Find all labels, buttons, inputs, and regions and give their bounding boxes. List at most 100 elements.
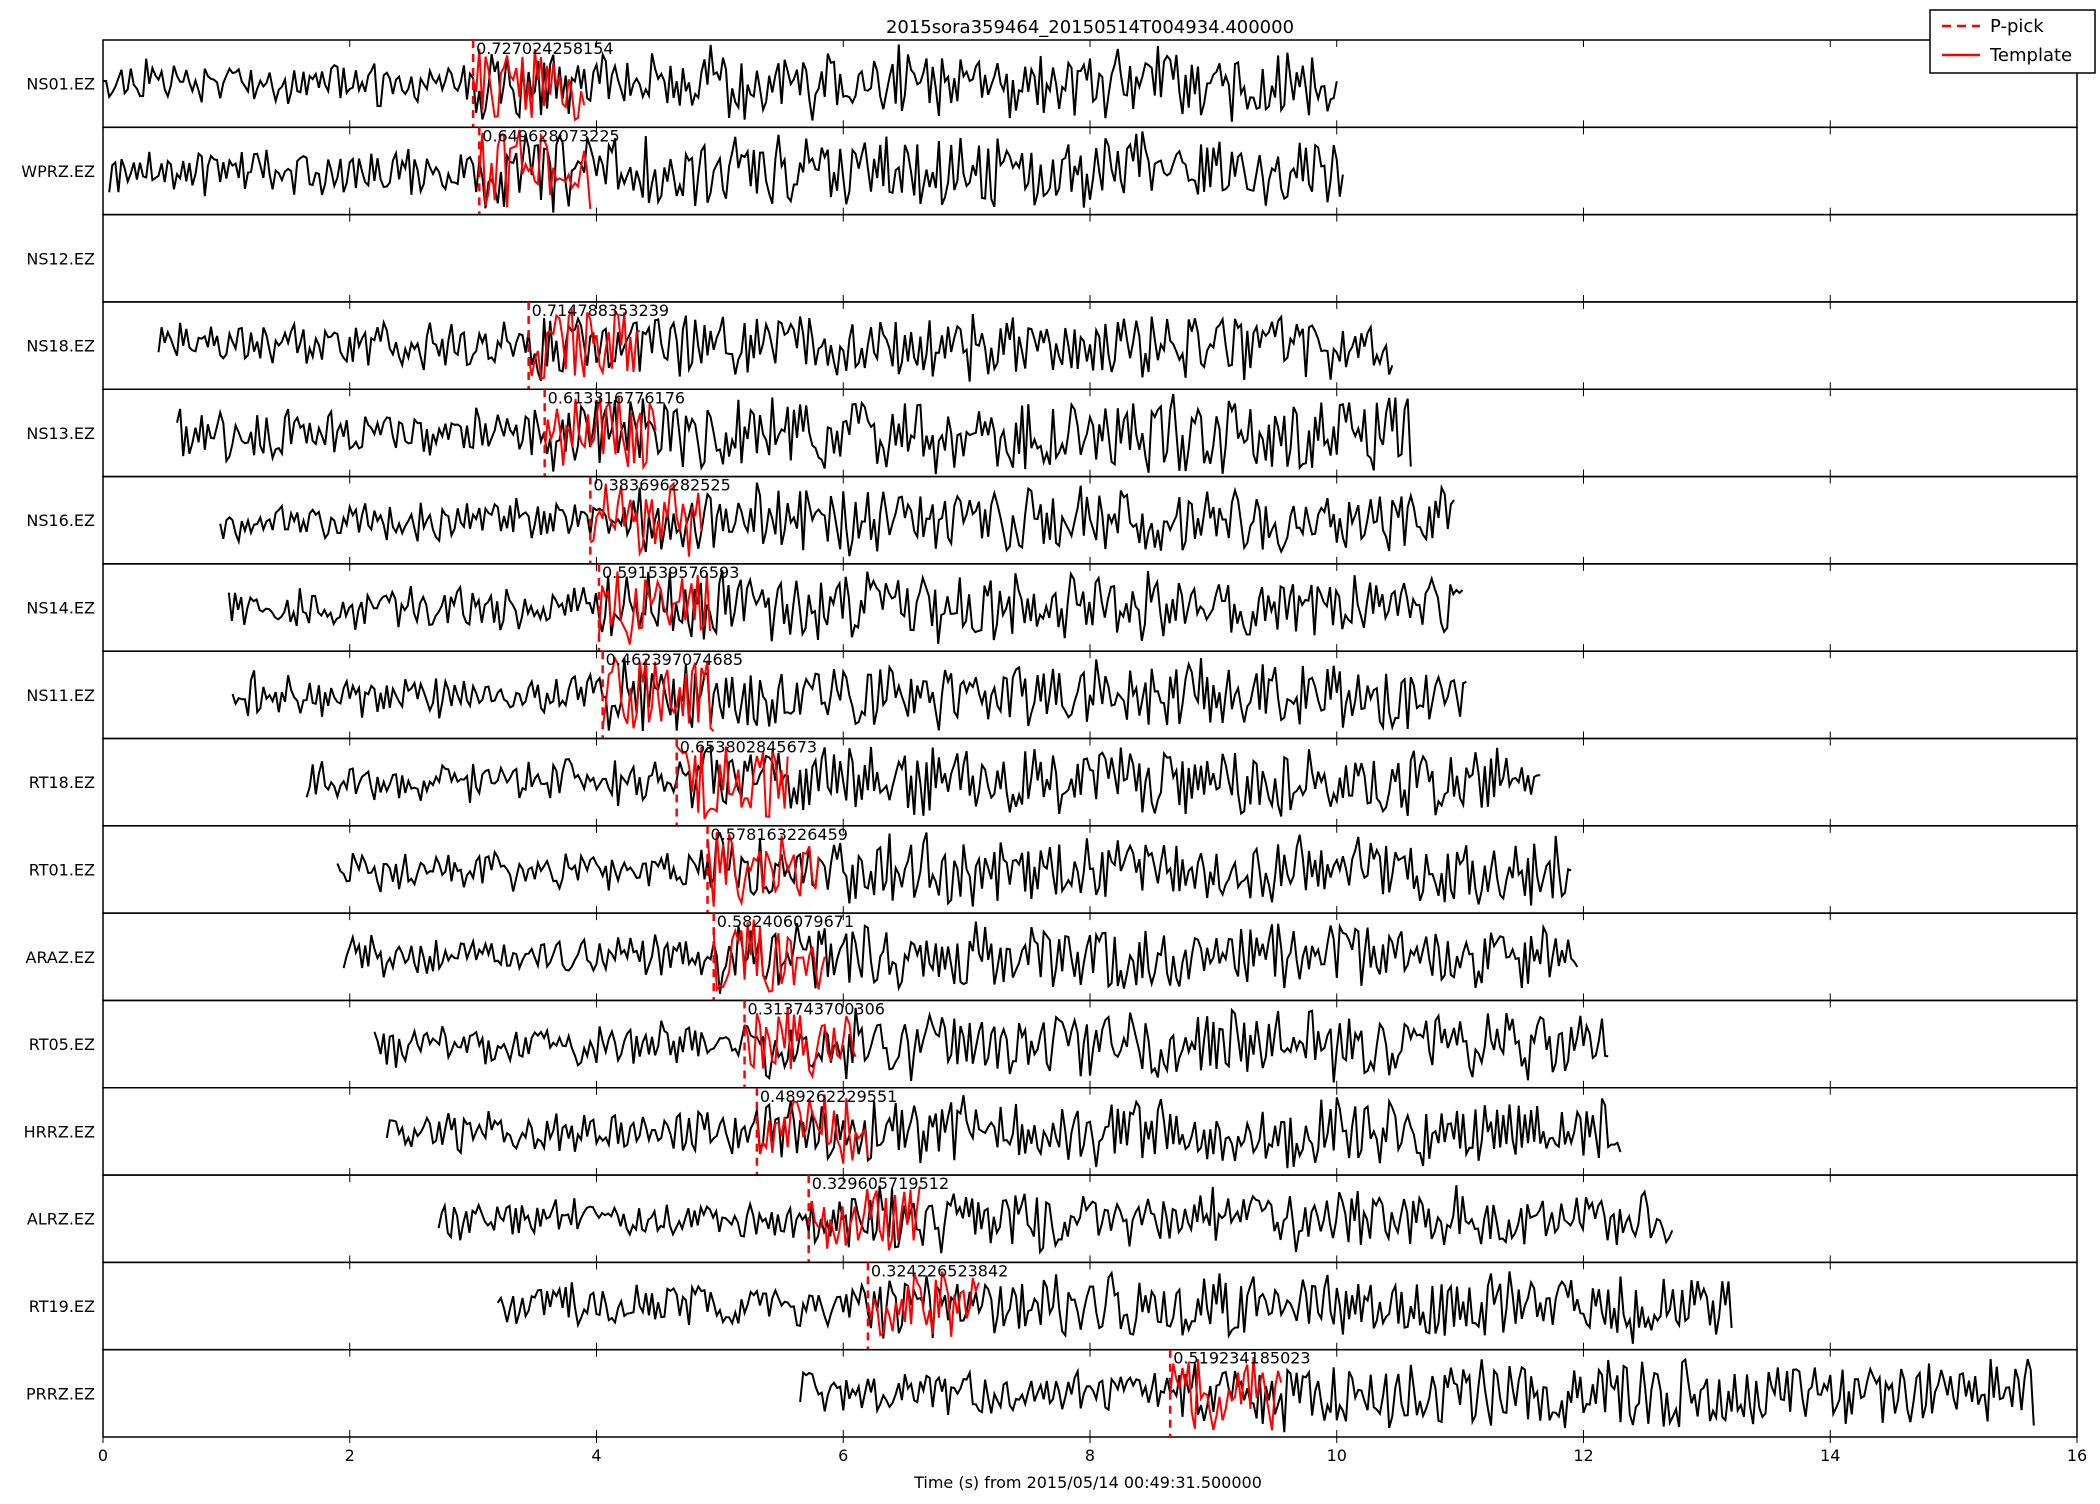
waveform-trace (108, 131, 1344, 213)
station-label: RT05.EZ (29, 1035, 95, 1054)
template-trace (743, 1007, 857, 1080)
waveform-trace (102, 44, 1338, 122)
correlation-label: 0.313743700306 (748, 999, 885, 1018)
waveform-trace (342, 921, 1579, 994)
correlation-label: 0.329605719512 (812, 1174, 949, 1193)
correlation-label: 0.649628073225 (482, 126, 619, 145)
station-label: RT19.EZ (29, 1297, 95, 1316)
trace-panel: WPRZ.EZ 0.649628073225 (21, 126, 2078, 216)
station-label: RT18.EZ (29, 773, 95, 792)
waveform-trace (437, 1185, 1674, 1255)
panel-frame (102, 213, 2078, 303)
legend-p-pick-label: P-pick (1990, 16, 2044, 37)
template-trace (706, 832, 820, 907)
panel-frame (102, 1174, 2078, 1264)
x-tick-label: 14 (1820, 1446, 1840, 1465)
panel-frame (102, 1261, 2078, 1351)
correlation-label: 0.578163226459 (711, 825, 848, 844)
trace-panel: NS16.EZ 0.383696282525 (26, 476, 2078, 565)
correlation-label: 0.582406079671 (717, 912, 854, 931)
trace-panel: HRRZ.EZ 0.489262229551 (24, 1087, 2078, 1176)
correlation-label: 0.462397074685 (606, 650, 743, 669)
waveform-trace (157, 313, 1394, 382)
x-tick-label: 16 (2067, 1446, 2087, 1465)
x-tick-label: 10 (1327, 1446, 1347, 1465)
template-trace (472, 48, 586, 122)
trace-panel: ALRZ.EZ 0.329605719512 (27, 1174, 2078, 1264)
correlation-label: 0.324226523842 (871, 1261, 1008, 1280)
station-label: NS18.EZ (26, 337, 95, 356)
station-label: NS13.EZ (26, 424, 95, 443)
template-trace (866, 1271, 980, 1337)
x-tick-label: 8 (1085, 1446, 1095, 1465)
panel-frame (102, 388, 2078, 478)
station-label: HRRZ.EZ (24, 1122, 95, 1141)
panel-frame (102, 912, 2078, 1002)
correlation-label: 0.653802845673 (680, 738, 817, 757)
x-tick-label: 4 (591, 1446, 601, 1465)
correlation-label: 0.489262229551 (760, 1087, 897, 1106)
chart-title: 2015sora359464_20150514T004934.400000 (886, 17, 1294, 38)
template-trace (675, 745, 789, 820)
waveform-trace (496, 1270, 1733, 1344)
trace-panel: PRRZ.EZ 0.519234185023 (26, 1349, 2078, 1438)
trace-panel: NS11.EZ 0.462397074685 (26, 650, 2078, 740)
station-label: WPRZ.EZ (21, 162, 95, 181)
station-label: PRRZ.EZ (26, 1384, 95, 1403)
panels-layer: NS01.EZ 0.727024258154 WPRZ.EZ 0.6496280732… (21, 39, 2078, 1438)
station-label: ALRZ.EZ (27, 1210, 95, 1229)
trace-panel: NS12.EZ (26, 213, 2078, 303)
correlation-label: 0.714788353239 (532, 301, 669, 320)
trace-panel: ARAZ.EZ 0.582406079671 (26, 912, 2078, 1002)
template-trace (598, 571, 711, 645)
x-axis: 0 2 4 6 8 10 12 14 16 (98, 1437, 2087, 1465)
waveform-trace (799, 1357, 2035, 1433)
x-tick-label: 6 (838, 1446, 848, 1465)
correlation-label: 0.519234185023 (1173, 1349, 1310, 1368)
station-label: RT01.EZ (29, 860, 95, 879)
x-axis-label: Time (s) from 2015/05/14 00:49:31.500000 (913, 1473, 1262, 1492)
station-label: NS11.EZ (26, 686, 95, 705)
trace-panel: RT19.EZ 0.324226523842 (29, 1261, 2078, 1351)
station-label: ARAZ.EZ (26, 948, 96, 967)
waveform-trace (176, 393, 1412, 475)
x-tick-label: 2 (345, 1446, 355, 1465)
x-tick-label: 0 (98, 1446, 108, 1465)
legend-frame (1929, 9, 2096, 74)
template-trace (601, 655, 715, 732)
trace-panel: NS18.EZ 0.714788353239 (26, 301, 2078, 390)
correlation-label: 0.383696282525 (593, 476, 730, 495)
panel-frame (102, 39, 2078, 129)
trace-panel: NS14.EZ 0.591539576593 (26, 563, 2078, 652)
legend-template-label: Template (1989, 45, 2072, 66)
trace-panel: RT01.EZ 0.578163226459 (29, 825, 2078, 914)
template-trace (527, 306, 641, 380)
trace-panel: RT18.EZ 0.653802845673 (29, 738, 2078, 827)
template-trace (712, 919, 826, 993)
template-trace (589, 481, 703, 558)
correlation-label: 0.613316776176 (548, 388, 685, 407)
waveform-trace (305, 745, 1541, 817)
waveform-trace (227, 570, 1464, 644)
template-trace (807, 1186, 921, 1251)
template-trace (1169, 1356, 1283, 1431)
station-label: NS14.EZ (26, 599, 95, 618)
station-label: NS01.EZ (26, 75, 95, 94)
template-trace (478, 129, 592, 209)
template-trace (755, 1094, 869, 1164)
trace-panel: NS13.EZ 0.613316776176 (26, 388, 2078, 478)
correlation-label: 0.727024258154 (476, 39, 613, 58)
trace-panel: NS01.EZ 0.727024258154 (26, 39, 2078, 129)
station-label: NS16.EZ (26, 511, 95, 530)
waveform-trace (336, 831, 1572, 907)
x-tick-label: 12 (1573, 1446, 1593, 1465)
correlation-label: 0.591539576593 (602, 563, 739, 582)
waveform-trace (373, 1007, 1609, 1083)
station-label: NS12.EZ (26, 249, 95, 268)
waveform-trace (219, 482, 1455, 557)
waveform-trace (231, 657, 1467, 732)
legend: P-pick Template (1929, 9, 2096, 74)
template-trace (543, 396, 657, 471)
